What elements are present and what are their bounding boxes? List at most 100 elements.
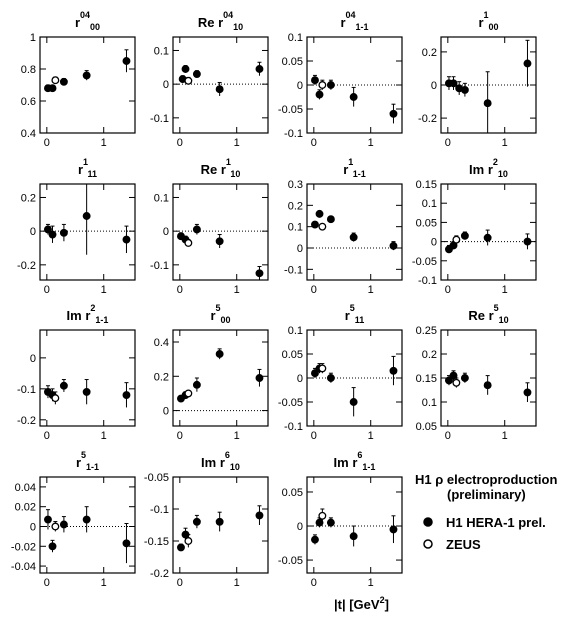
x-tick-label: 0 xyxy=(445,284,451,296)
data-point xyxy=(460,86,469,94)
title-prefix: Im xyxy=(469,162,484,177)
x-tick-label: 1 xyxy=(502,284,508,296)
panel-title: r11-1 xyxy=(343,157,366,179)
x-label-sup: 2 xyxy=(380,595,385,605)
x-tick-label: 1 xyxy=(368,430,374,442)
title-sub: 10 xyxy=(230,169,240,179)
data-point xyxy=(184,76,193,85)
y-tick-label: 0.2 xyxy=(154,371,169,383)
y-tick-label: 0.25 xyxy=(416,325,437,337)
data-point xyxy=(51,76,60,85)
data-point xyxy=(51,522,60,531)
x-tick-label: 1 xyxy=(234,577,240,589)
title-prefix: Re xyxy=(198,15,215,30)
x-tick-label: 0 xyxy=(311,137,317,149)
title-sup: 5 xyxy=(494,303,499,313)
title-symbol: r xyxy=(210,308,215,323)
data-point xyxy=(349,233,358,242)
x-axis-label: |t| [GeV2] xyxy=(334,595,389,612)
y-tick-label: 0.05 xyxy=(416,217,437,229)
y-tick-label: -0.2 xyxy=(17,415,36,427)
title-symbol: r xyxy=(220,455,225,470)
plot-frame xyxy=(440,183,537,281)
x-tick-label: 1 xyxy=(368,137,374,149)
data-point xyxy=(318,222,327,231)
x-label-close: ] xyxy=(385,597,389,612)
x-tick-label: 1 xyxy=(234,137,240,149)
y-tick-label: 0 xyxy=(297,243,303,255)
data-point xyxy=(483,233,492,242)
y-tick-label: 0 xyxy=(163,226,169,238)
title-sub: 10 xyxy=(499,315,509,325)
plot-frame xyxy=(172,329,269,427)
data-point xyxy=(311,369,319,378)
data-point xyxy=(326,518,335,527)
data-point xyxy=(315,90,324,99)
title-symbol: r xyxy=(345,308,350,323)
plot-frame xyxy=(39,476,136,574)
title-sup: 6 xyxy=(225,450,230,460)
panel-title: r511 xyxy=(345,303,365,325)
title-sup: 1 xyxy=(348,157,353,167)
panel-title: r100 xyxy=(478,10,498,32)
data-point xyxy=(311,76,319,85)
data-point xyxy=(192,380,201,389)
title-symbol: r xyxy=(218,15,223,30)
data-point xyxy=(315,209,324,218)
title-symbol: r xyxy=(85,308,90,323)
title-symbol: r xyxy=(488,162,493,177)
y-tick-label: 0.02 xyxy=(15,502,36,514)
note-line: (preliminary) xyxy=(447,487,526,502)
title-sub: 1-1 xyxy=(362,462,375,472)
panel-title: r0400 xyxy=(75,10,100,32)
x-tick-label: 1 xyxy=(101,430,107,442)
title-sub: 1-1 xyxy=(86,462,99,472)
title-symbol: r xyxy=(75,15,80,30)
data-point xyxy=(122,235,131,244)
data-point xyxy=(184,389,193,398)
title-symbol: r xyxy=(489,308,494,323)
panel-title: Im r610 xyxy=(201,450,240,472)
y-tick-label: 0.2 xyxy=(422,47,437,59)
data-point xyxy=(82,71,91,80)
x-tick-label: 1 xyxy=(502,430,508,442)
data-point xyxy=(215,85,224,94)
panel-title: Im r61-1 xyxy=(334,450,376,472)
x-tick-label: 1 xyxy=(101,577,107,589)
plot-frame xyxy=(172,36,269,134)
y-tick-label: -0.1 xyxy=(284,264,303,276)
y-tick-label: -0.04 xyxy=(11,561,36,573)
plot-frame xyxy=(306,183,403,281)
title-symbol: r xyxy=(340,15,345,30)
y-tick-label: -0.05 xyxy=(278,397,303,409)
y-tick-label: 0.8 xyxy=(21,64,36,76)
y-tick-label: 0.1 xyxy=(422,397,437,409)
y-tick-label: 0 xyxy=(30,521,36,533)
data-point xyxy=(59,77,68,86)
data-point xyxy=(184,238,193,247)
data-point xyxy=(311,535,319,544)
data-point xyxy=(318,81,327,89)
y-tick-label: 0.05 xyxy=(282,349,303,361)
y-tick-label: 0 xyxy=(297,521,303,533)
x-tick-label: 0 xyxy=(177,577,183,589)
panel-title: Re r0410 xyxy=(198,10,243,32)
data-point xyxy=(44,515,52,524)
y-tick-label: -0.05 xyxy=(412,256,437,268)
note-line: H1 ρ electroproduction xyxy=(415,472,557,487)
title-sub: 1-1 xyxy=(356,22,369,32)
data-point xyxy=(215,350,224,358)
plot-frame xyxy=(172,476,269,574)
y-tick-label: 0.4 xyxy=(21,128,36,140)
y-tick-label: 0.1 xyxy=(422,198,437,210)
title-sup: 6 xyxy=(357,450,362,460)
x-tick-label: 0 xyxy=(177,137,183,149)
x-tick-label: 0 xyxy=(445,137,451,149)
title-prefix: Im xyxy=(67,308,82,323)
title-sub: 1-1 xyxy=(353,169,366,179)
y-tick-label: 0.4 xyxy=(154,337,169,349)
y-tick-label: 0.1 xyxy=(288,32,303,44)
y-tick-label: 0.15 xyxy=(416,179,437,191)
data-point xyxy=(122,57,131,65)
x-tick-label: 1 xyxy=(234,284,240,296)
